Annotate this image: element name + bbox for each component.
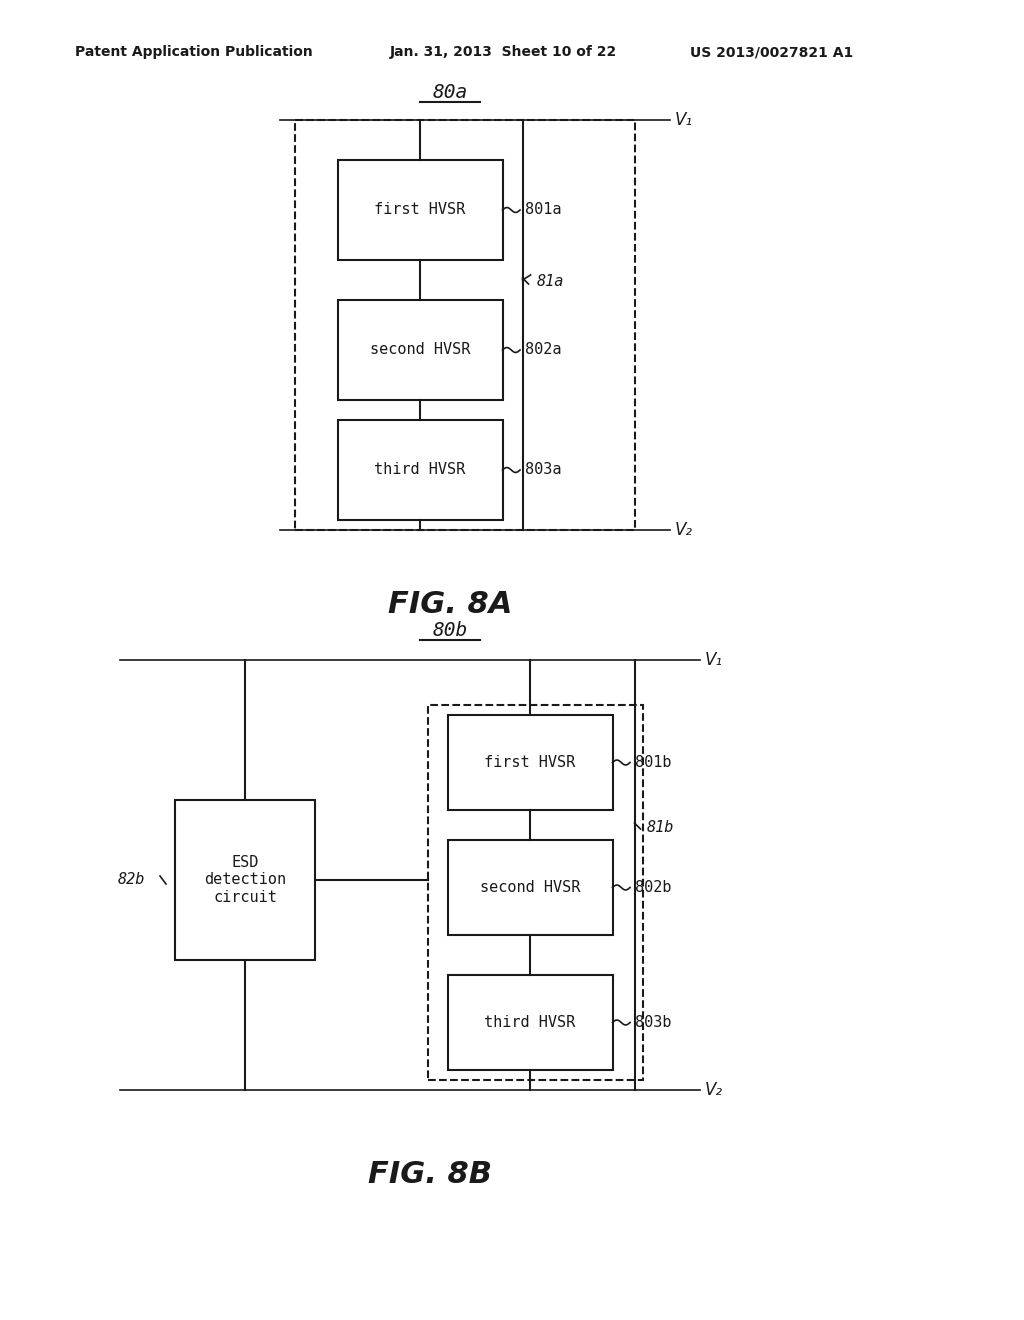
Text: 81a: 81a <box>537 275 564 289</box>
Text: third HVSR: third HVSR <box>484 1015 575 1030</box>
Bar <box>338 160 503 260</box>
Text: first HVSR: first HVSR <box>484 755 575 770</box>
Text: 82b: 82b <box>118 873 145 887</box>
Text: 803b: 803b <box>635 1015 671 1030</box>
Text: Jan. 31, 2013  Sheet 10 of 22: Jan. 31, 2013 Sheet 10 of 22 <box>390 45 617 59</box>
Bar <box>447 975 612 1071</box>
Text: V₂: V₂ <box>705 1081 723 1100</box>
Text: 803a: 803a <box>524 462 561 478</box>
Text: V₂: V₂ <box>675 521 693 539</box>
Text: 80a: 80a <box>432 83 468 102</box>
Bar <box>338 420 503 520</box>
Bar <box>447 715 612 810</box>
Text: FIG. 8B: FIG. 8B <box>368 1160 492 1189</box>
Text: 801b: 801b <box>635 755 671 770</box>
Text: 802b: 802b <box>635 880 671 895</box>
Bar <box>338 300 503 400</box>
Text: second HVSR: second HVSR <box>480 880 581 895</box>
Text: third HVSR: third HVSR <box>375 462 466 478</box>
Text: 81b: 81b <box>646 820 674 834</box>
Text: US 2013/0027821 A1: US 2013/0027821 A1 <box>690 45 853 59</box>
Text: V₁: V₁ <box>705 651 723 669</box>
Bar <box>175 800 315 960</box>
Bar <box>295 120 635 531</box>
Bar <box>427 705 642 1080</box>
Text: FIG. 8A: FIG. 8A <box>388 590 512 619</box>
Bar <box>447 840 612 935</box>
Text: 801a: 801a <box>524 202 561 218</box>
Text: ESD
detection
circuit: ESD detection circuit <box>204 855 286 906</box>
Text: V₁: V₁ <box>675 111 693 129</box>
Text: first HVSR: first HVSR <box>375 202 466 218</box>
Text: 80b: 80b <box>432 620 468 640</box>
Text: second HVSR: second HVSR <box>370 342 470 358</box>
Text: 802a: 802a <box>524 342 561 358</box>
Text: Patent Application Publication: Patent Application Publication <box>75 45 312 59</box>
